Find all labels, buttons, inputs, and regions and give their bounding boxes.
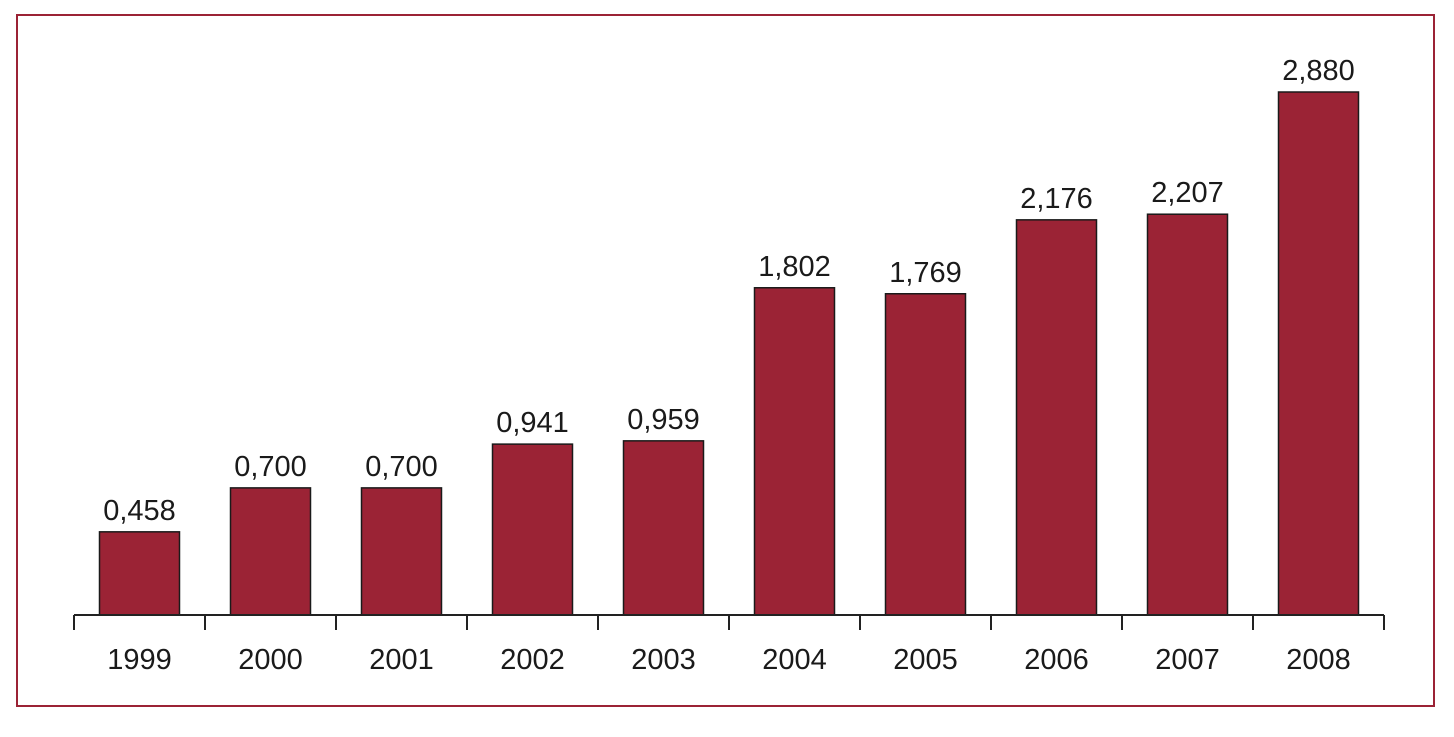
- bar-2008: [1277, 91, 1360, 616]
- bar-2002: [491, 443, 574, 616]
- x-tick-label-2007: 2007: [1155, 644, 1220, 676]
- x-tick-label-2003: 2003: [631, 644, 696, 676]
- bar-2006: [1015, 219, 1098, 616]
- chart-frame: [16, 14, 1435, 707]
- x-tick-label-2006: 2006: [1024, 644, 1089, 676]
- value-label-1999: 0,458: [103, 495, 176, 527]
- value-label-2007: 2,207: [1151, 177, 1224, 209]
- bar-2005: [884, 293, 967, 616]
- value-label-2004: 1,802: [758, 251, 831, 283]
- bar-1999: [98, 531, 181, 616]
- value-label-2008: 2,880: [1282, 55, 1355, 87]
- x-tick-label-2002: 2002: [500, 644, 565, 676]
- value-label-2006: 2,176: [1020, 183, 1093, 215]
- value-label-2005: 1,769: [889, 257, 962, 289]
- value-labels-layer: 0,458 0,700 0,700 0,941 0,959 1,802 1,769 2,176…: [103, 55, 1355, 527]
- x-tick-label-2004: 2004: [762, 644, 827, 676]
- x-tick-label-1999: 1999: [107, 644, 172, 676]
- x-axis-tick-labels: 1999 2000 2001 2002 2003 2004 2005 2006 2007 2008: [107, 644, 1351, 676]
- value-label-2000: 0,700: [234, 451, 307, 483]
- x-tick-label-2005: 2005: [893, 644, 958, 676]
- x-tick-label-2000: 2000: [238, 644, 303, 676]
- value-label-2001: 0,700: [365, 451, 438, 483]
- value-label-2003: 0,959: [627, 404, 700, 436]
- bar-2007: [1146, 213, 1229, 616]
- x-tick-label-2008: 2008: [1286, 644, 1351, 676]
- x-tick-label-2001: 2001: [369, 644, 434, 676]
- x-axis-ticks: [73, 615, 1385, 630]
- bars-layer: [98, 91, 1360, 616]
- bar-2004: [753, 287, 836, 616]
- bar-2000: [229, 487, 312, 616]
- bar-2001: [360, 487, 443, 616]
- value-label-2002: 0,941: [496, 407, 569, 439]
- bar-2003: [622, 440, 705, 616]
